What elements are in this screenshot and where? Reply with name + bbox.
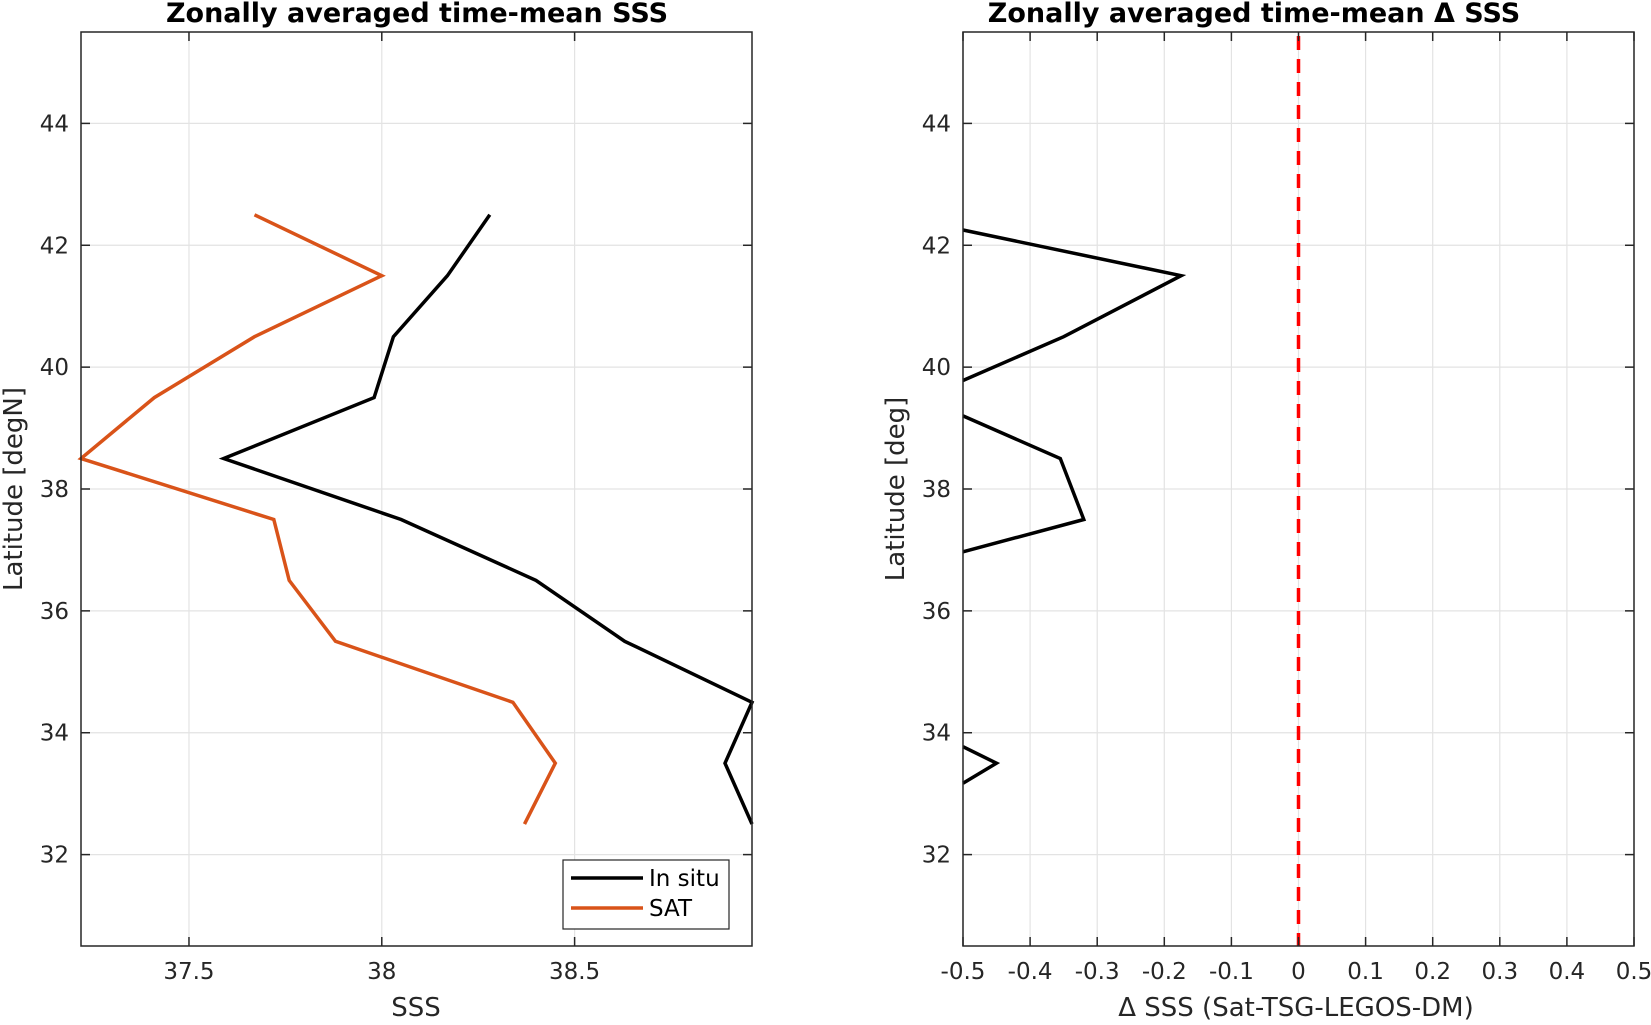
chart-title: Zonally averaged time-mean Δ SSS: [988, 0, 1520, 29]
y-tick-label: 34: [40, 721, 69, 747]
series-line-in-situ: [218, 213, 755, 825]
x-tick-label: 0.3: [1482, 959, 1519, 985]
x-axis-label: SSS: [391, 993, 441, 1023]
y-tick-label: 42: [40, 233, 69, 259]
y-tick-label: 42: [922, 233, 951, 259]
series-line-delta-sss: [962, 745, 1001, 785]
y-tick-label: 38: [922, 477, 951, 503]
y-tick-label: 32: [922, 843, 951, 869]
legend-label-in-situ: In situ: [649, 866, 720, 892]
x-axis-label: Δ SSS (Sat-TSG-LEGOS-DM): [1118, 993, 1474, 1023]
chart-title: Zonally averaged time-mean SSS: [166, 0, 668, 29]
tick-marks: [81, 32, 752, 946]
series-group: [962, 36, 1301, 946]
x-tick-label: -0.5: [941, 959, 986, 985]
y-tick-labels: 32 34 36 38 40 42 44: [922, 111, 951, 868]
series-group: [77, 213, 755, 825]
x-tick-label: 0.2: [1414, 959, 1451, 985]
y-tick-label: 36: [922, 599, 951, 625]
tick-marks: [962, 32, 1635, 946]
x-tick-label: -0.3: [1075, 959, 1120, 985]
y-tick-label: 36: [40, 599, 69, 625]
legend: In situ SAT: [562, 859, 730, 930]
chart-panel-sss: Zonally averaged time-mean SSS 37.5 38 38.…: [0, 0, 755, 1023]
x-tick-label: 0.4: [1549, 959, 1586, 985]
series-line-delta-sss: [962, 228, 1187, 383]
x-tick-label: 37.5: [163, 959, 214, 985]
y-tick-label: 40: [40, 355, 69, 381]
y-axis-label: Latitude [deg]: [881, 397, 911, 582]
legend-box: [562, 859, 730, 930]
legend-label-sat: SAT: [649, 896, 693, 922]
x-tick-label: 0.1: [1347, 959, 1384, 985]
x-tick-label: 38: [367, 959, 396, 985]
x-tick-labels: 37.5 38 38.5: [163, 959, 600, 985]
x-tick-label: -0.4: [1008, 959, 1053, 985]
y-tick-label: 32: [40, 843, 69, 869]
grid: [81, 32, 752, 946]
chart-panel-delta-sss: Zonally averaged time-mean Δ SSS -0.5 -0.…: [881, 0, 1651, 1023]
x-tick-label: 38.5: [549, 959, 600, 985]
x-tick-label: 0: [1291, 959, 1306, 985]
y-tick-labels: 32 34 36 38 40 42 44: [40, 111, 69, 868]
series-line-delta-sss: [962, 414, 1087, 554]
y-tick-label: 44: [40, 111, 69, 137]
x-tick-labels: -0.5 -0.4 -0.3 -0.2 -0.1 0 0.1 0.2 0.3 0.4 0.5: [941, 959, 1651, 985]
x-tick-label: -0.1: [1209, 959, 1254, 985]
y-tick-label: 34: [922, 721, 951, 747]
series-line-sat: [77, 213, 558, 825]
y-tick-label: 38: [40, 477, 69, 503]
x-tick-label: 0.5: [1616, 959, 1651, 985]
y-tick-label: 44: [922, 111, 951, 137]
y-tick-label: 40: [922, 355, 951, 381]
x-tick-label: -0.2: [1142, 959, 1187, 985]
y-axis-label: Latitude [degN]: [0, 387, 29, 591]
